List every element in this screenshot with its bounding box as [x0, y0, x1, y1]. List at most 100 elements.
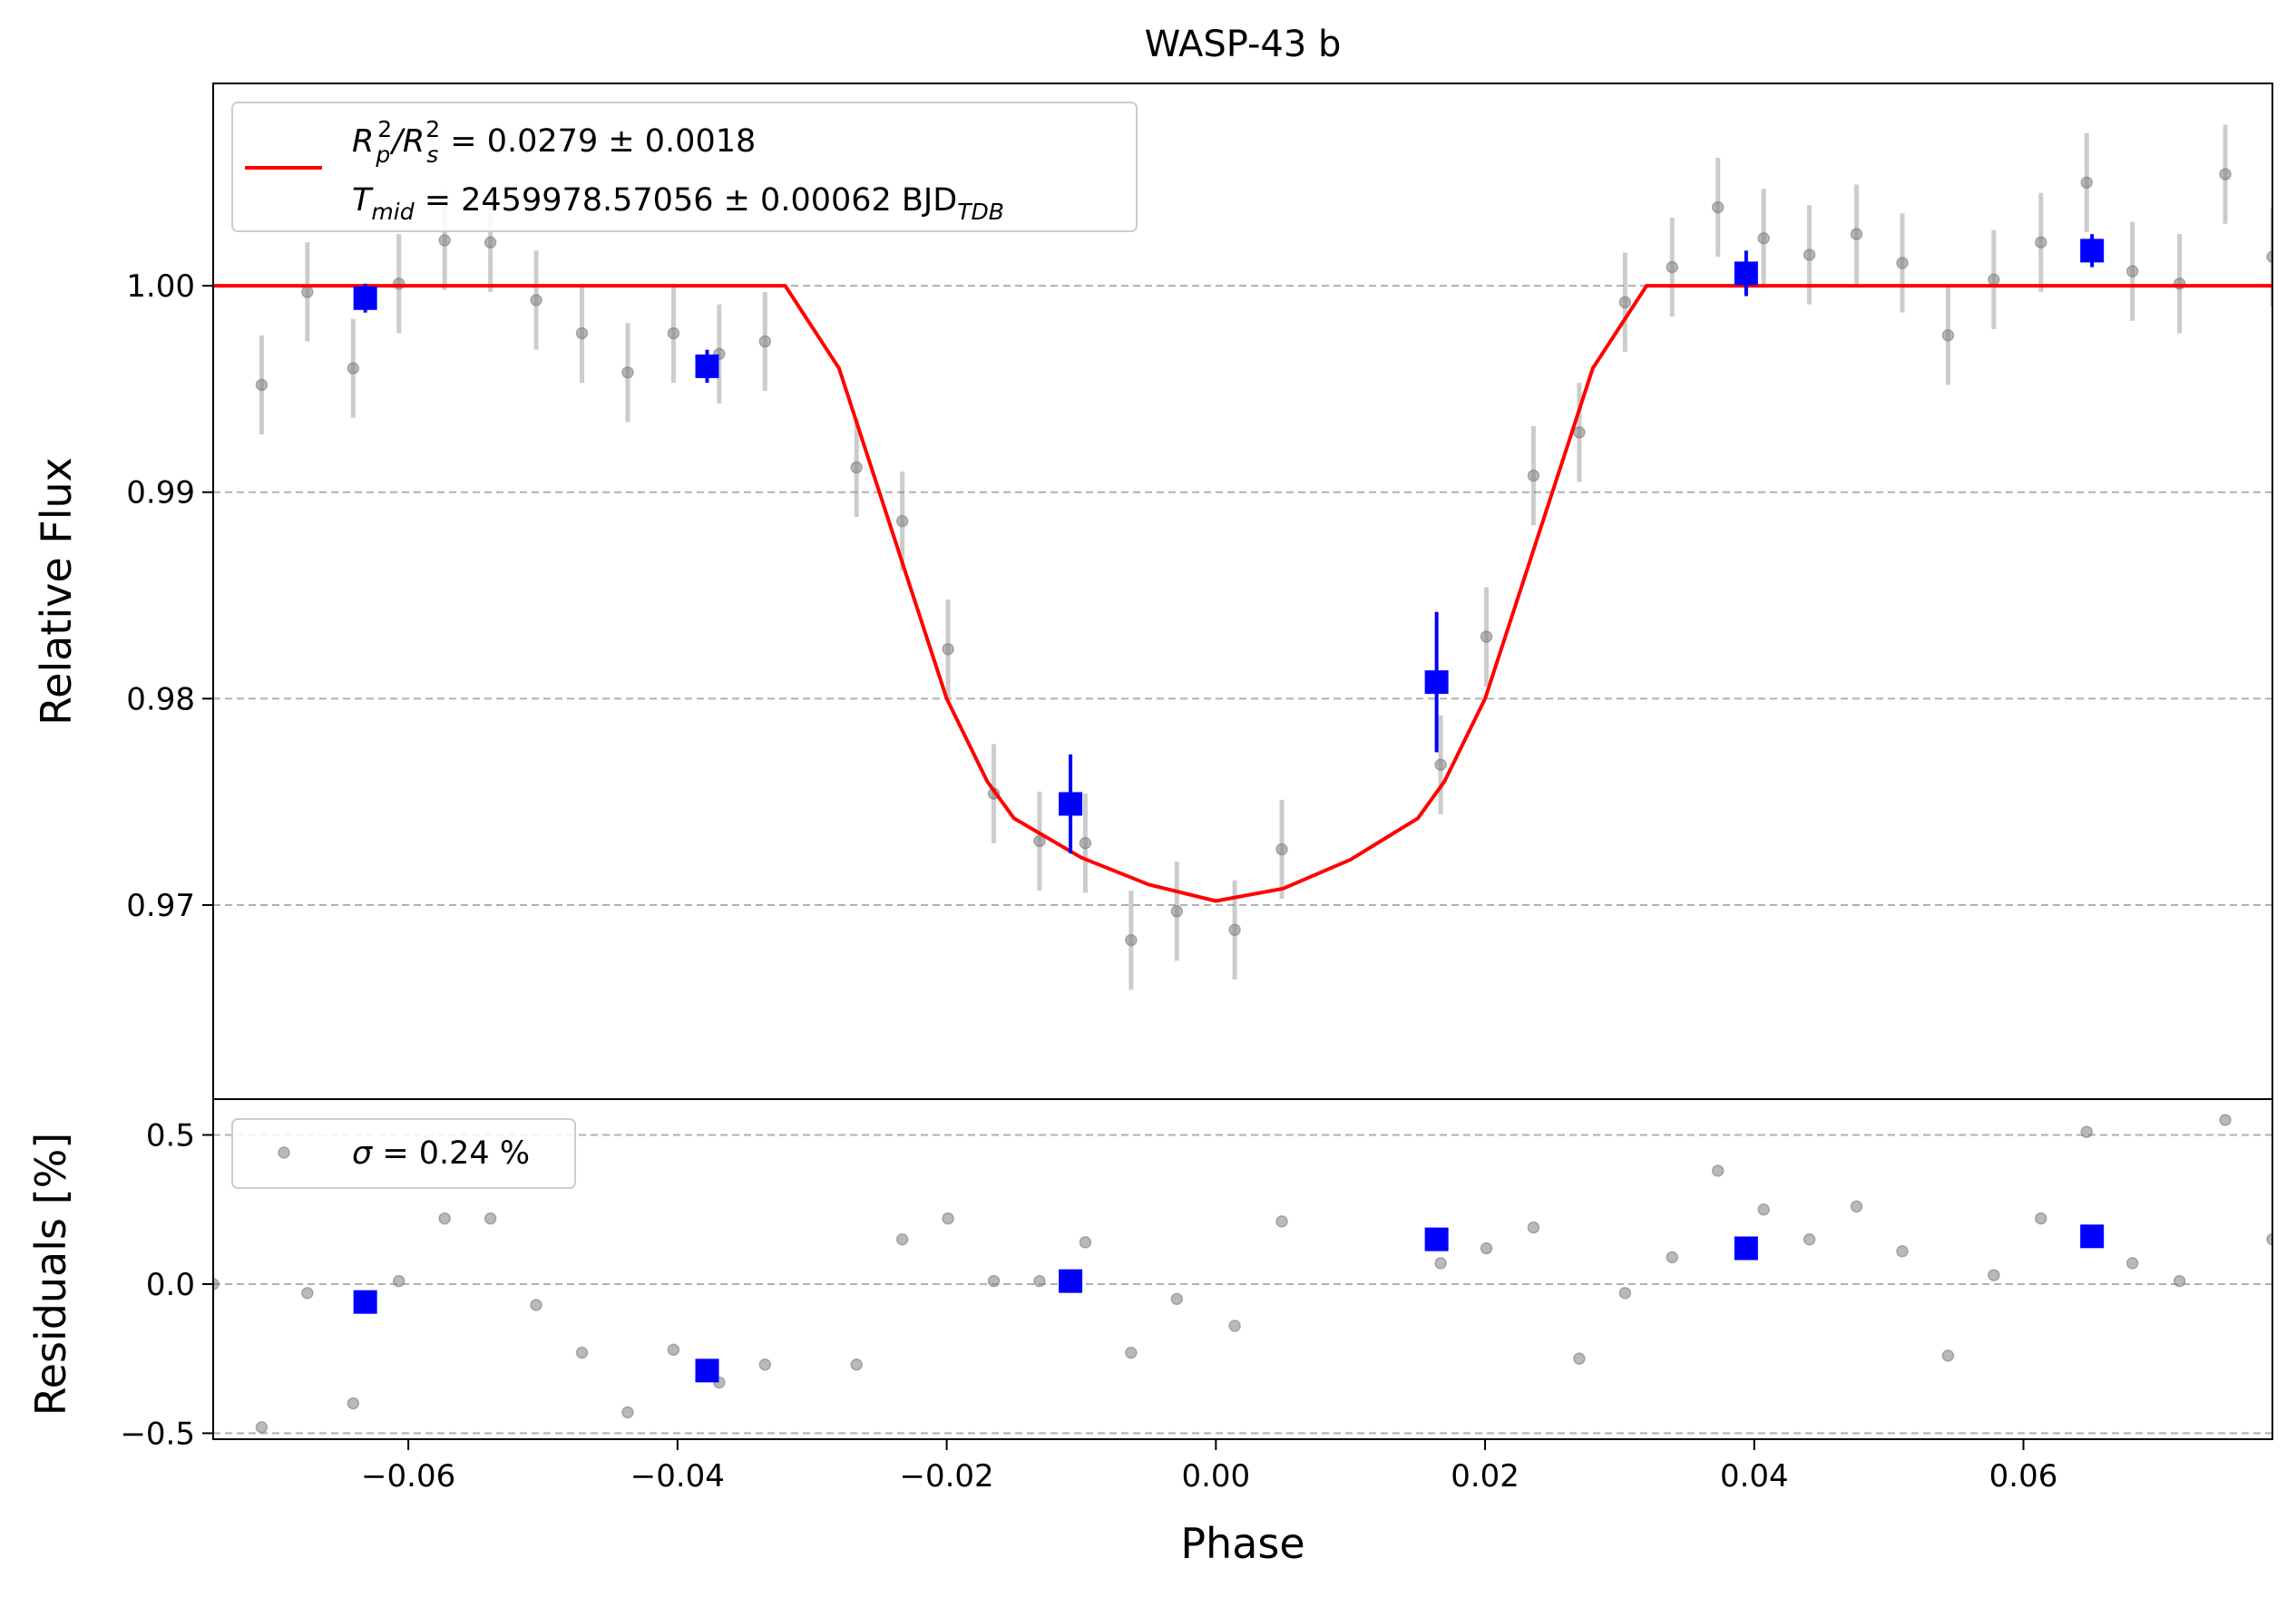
residual-data-point	[1125, 1346, 1138, 1359]
binned-residual-point	[2080, 1224, 2105, 1249]
bottom-y-tick-label: −0.5	[120, 1416, 195, 1452]
flux-data-point	[530, 294, 542, 307]
flux-data-point	[438, 234, 451, 247]
flux-data-point	[758, 335, 772, 348]
residual-data-point	[1757, 1203, 1770, 1216]
flux-data-point	[1666, 260, 1679, 274]
binned-residual-point	[1059, 1269, 1083, 1293]
residual-data-point	[255, 1421, 269, 1434]
residual-data-point	[1527, 1221, 1540, 1234]
flux-data-point	[1850, 228, 1863, 240]
binned-flux-point	[353, 286, 377, 310]
x-tick-label: −0.04	[630, 1458, 725, 1495]
residual-data-point	[667, 1343, 680, 1357]
residual-data-point	[347, 1397, 360, 1410]
x-tick-label: −0.02	[899, 1458, 993, 1495]
binned-flux-point	[695, 354, 719, 378]
binned-residual-point	[695, 1358, 719, 1383]
bottom-legend-box	[231, 1118, 576, 1189]
flux-data-point	[895, 514, 909, 528]
top-legend-tmid-entry: Tmid = 2459978.57056 ± 0.00062 BJDTDB	[352, 182, 1004, 225]
x-tick-label: −0.06	[361, 1458, 455, 1495]
residual-data-point	[213, 1278, 220, 1290]
residual-data-point	[850, 1358, 863, 1371]
residual-data-point	[1896, 1245, 1909, 1258]
bottom-legend-marker	[278, 1146, 290, 1159]
x-tick-label: 0.00	[1181, 1458, 1250, 1495]
top-y-axis-label: Relative Flux	[32, 457, 81, 725]
residual-data-point	[575, 1346, 589, 1359]
flux-data-point	[1434, 758, 1447, 771]
residual-data-point	[987, 1274, 1001, 1288]
top-legend: Rp2/Rs2 = 0.0279 ± 0.0018 Tmid = 2459978…	[231, 102, 1138, 232]
flux-data-point	[347, 362, 360, 375]
flux-data-point	[1988, 273, 2000, 287]
flux-data-point	[1275, 842, 1288, 856]
flux-data-point	[942, 642, 954, 656]
binned-residual-point	[1734, 1236, 1758, 1261]
bottom-y-axis-label: Residuals [%]	[26, 1133, 75, 1416]
flux-data-point	[2080, 176, 2094, 190]
residual-data-point	[2219, 1114, 2232, 1126]
bottom-plot-frame	[212, 1098, 2273, 1440]
flux-data-point	[1228, 923, 1241, 937]
top-y-tick-label: 0.97	[126, 888, 195, 924]
residual-data-point	[1480, 1242, 1493, 1255]
top-y-tick-label: 0.99	[126, 475, 195, 511]
flux-data-point	[621, 365, 634, 379]
residual-data-point	[484, 1212, 497, 1225]
top-grid	[213, 285, 2272, 907]
flux-data-point	[1480, 630, 1493, 643]
top-panel: 0.97 0.98 0.99 1.00 Relative Flux Rp2/Rs2 =…	[32, 83, 2273, 1100]
residual-data-point	[895, 1232, 909, 1246]
x-axis-label: Phase	[1180, 1519, 1304, 1568]
flux-data-point	[2035, 236, 2047, 249]
flux-data-point	[1125, 933, 1138, 947]
bottom-y-tick-label: 0.0	[146, 1267, 195, 1303]
flux-data-point	[1803, 248, 1816, 261]
residual-data-point	[2080, 1125, 2094, 1138]
residual-data-point	[530, 1299, 542, 1311]
flux-data-point	[575, 326, 589, 340]
residual-data-point	[1850, 1200, 1863, 1213]
residual-data-point	[392, 1274, 405, 1288]
bottom-y-tick-label: 0.5	[146, 1117, 195, 1154]
residual-data-point	[2266, 1232, 2272, 1246]
residual-data-point	[1988, 1269, 2000, 1281]
residual-data-point	[758, 1358, 772, 1371]
flux-data-point	[1941, 328, 1955, 342]
flux-data-point	[667, 326, 680, 340]
top-y-tick-label: 0.98	[126, 681, 195, 717]
residual-data-point	[1618, 1287, 1632, 1300]
residual-data-point	[1941, 1349, 1955, 1362]
top-y-ticks: 0.97 0.98 0.99 1.00	[126, 268, 213, 924]
x-tick-label: 0.04	[1720, 1458, 1789, 1495]
residual-data-point	[621, 1406, 634, 1419]
bottom-data-series	[213, 1114, 2272, 1434]
residual-data-point	[301, 1287, 314, 1300]
residual-data-point	[1803, 1232, 1816, 1246]
flux-data-point	[1527, 469, 1540, 482]
flux-data-point	[2219, 168, 2232, 180]
transit-model-curve	[213, 284, 2272, 903]
residual-data-point	[1666, 1251, 1679, 1264]
top-data-series	[213, 124, 2272, 990]
residual-data-point	[942, 1212, 954, 1225]
chart-title: WASP-43 b	[1145, 24, 1342, 65]
binned-residual-point	[1424, 1227, 1449, 1251]
binned-flux-point	[1059, 792, 1083, 816]
flux-data-point	[301, 286, 314, 298]
bottom-panel: −0.5 0.0 0.5 −0.06 −0.04 −0.02 0.00 0.02 0.04 0.…	[26, 1098, 2273, 1568]
binned-residual-point	[353, 1290, 377, 1314]
residual-data-point	[1228, 1319, 1241, 1332]
residual-data-point	[438, 1212, 451, 1225]
flux-data-point	[1033, 834, 1046, 848]
residual-data-point	[1170, 1292, 1184, 1306]
residual-data-point	[1573, 1352, 1586, 1365]
flux-data-point	[1573, 425, 1586, 439]
bottom-legend: σ = 0.24 %	[231, 1118, 576, 1189]
binned-flux-point	[2080, 239, 2105, 263]
flux-data-point	[255, 378, 269, 392]
top-legend-rp-rs-entry: Rp2/Rs2 = 0.0279 ± 0.0018	[352, 116, 756, 168]
